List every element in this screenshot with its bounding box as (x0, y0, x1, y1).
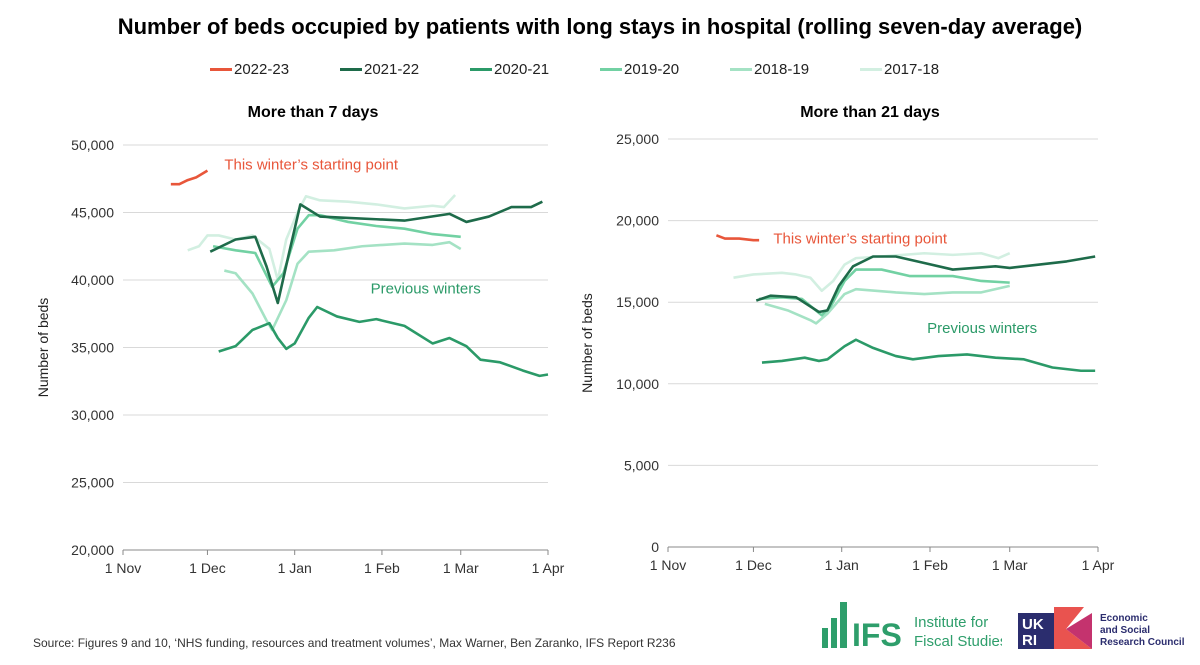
y-tick-label: 30,000 (71, 407, 114, 423)
x-tick-label: 1 Mar (443, 560, 479, 576)
series-line-2022-23 (170, 169, 209, 186)
legend-swatch (470, 68, 492, 71)
y-tick-label: 35,000 (71, 340, 114, 356)
svg-text:IFS: IFS (852, 617, 902, 650)
series-line-2018-19 (224, 240, 462, 332)
source-note: Source: Figures 9 and 10, ‘NHS funding, … (33, 636, 676, 650)
chart-title: Number of beds occupied by patients with… (117, 14, 1083, 39)
legend-label: 2018-19 (754, 61, 810, 78)
y-tick-label: 40,000 (71, 272, 114, 288)
subplot-title: More than 21 days (800, 104, 940, 121)
x-tick-label: 1 Nov (105, 560, 142, 576)
svg-text:UK: UK (1022, 616, 1044, 633)
series-line-2017-18 (733, 251, 1011, 293)
x-tick-label: 1 Jan (825, 557, 859, 573)
subplot-title: More than 7 days (248, 104, 379, 121)
legend-label: 2017-18 (884, 61, 940, 78)
svg-text:Institute for: Institute for (914, 614, 988, 631)
annotation: This winter’s starting point (773, 230, 948, 247)
legend-item: 2022-23 (210, 61, 340, 78)
y-tick-label: 10,000 (616, 376, 659, 392)
x-tick-label: 1 Feb (912, 557, 948, 573)
y-tick-label: 50,000 (71, 137, 114, 153)
legend-swatch (340, 68, 362, 71)
legend-item: 2017-18 (860, 61, 990, 78)
y-axis-label: Number of beds (579, 293, 595, 393)
svg-text:Fiscal Studies: Fiscal Studies (914, 633, 1002, 650)
x-tick-label: 1 Feb (364, 560, 400, 576)
svg-text:and Social: and Social (1100, 625, 1150, 636)
annotation: Previous winters (371, 281, 481, 298)
ifs-logo: IFS Institute for Fiscal Studies (822, 602, 1002, 650)
legend-label: 2019-20 (624, 61, 680, 78)
svg-text:Economic: Economic (1100, 613, 1148, 624)
y-tick-label: 20,000 (71, 542, 114, 558)
y-tick-label: 0 (651, 539, 659, 555)
esrc-logo: UK RI Economic and Social Research Counc… (1018, 607, 1185, 649)
series-line-2020-21 (761, 338, 1096, 373)
series-line-2020-21 (218, 305, 549, 378)
series-line-2018-19 (764, 284, 1011, 325)
x-tick-label: 1 Dec (735, 557, 772, 573)
legend-item: 2018-19 (730, 61, 860, 78)
svg-text:Research Council: Research Council (1100, 637, 1185, 648)
svg-text:RI: RI (1022, 632, 1037, 649)
annotation: This winter’s starting point (224, 156, 399, 173)
legend-item: 2019-20 (600, 61, 730, 78)
y-tick-label: 5,000 (624, 457, 659, 473)
series-line-2021-22 (755, 255, 1096, 314)
legend-swatch (860, 68, 882, 71)
legend-item: 2020-21 (470, 61, 600, 78)
x-tick-label: 1 Jan (278, 560, 312, 576)
series-line-2019-20 (212, 213, 461, 289)
legend: 2022-23 2021-22 2020-21 2019-20 2018-19 2017-… (210, 61, 990, 78)
y-tick-label: 15,000 (616, 294, 659, 310)
x-tick-label: 1 Mar (992, 557, 1028, 573)
legend-label: 2021-22 (364, 61, 420, 78)
legend-item: 2021-22 (340, 61, 470, 78)
y-axis-label: Number of beds (35, 298, 51, 398)
x-tick-label: 1 Apr (1082, 557, 1115, 573)
series-line-2021-22 (209, 200, 543, 305)
legend-label: 2020-21 (494, 61, 550, 78)
legend-label: 2022-23 (234, 61, 290, 78)
x-tick-label: 1 Apr (532, 560, 565, 576)
legend-swatch (210, 68, 232, 71)
annotation: Previous winters (927, 320, 1037, 337)
series-line-2017-18 (187, 194, 457, 282)
x-tick-label: 1 Dec (189, 560, 226, 576)
y-tick-label: 45,000 (71, 205, 114, 221)
legend-swatch (600, 68, 622, 71)
y-tick-label: 25,000 (616, 131, 659, 147)
legend-swatch (730, 68, 752, 71)
y-tick-label: 20,000 (616, 213, 659, 229)
y-tick-label: 25,000 (71, 475, 114, 491)
series-line-2022-23 (715, 234, 760, 242)
x-tick-label: 1 Nov (650, 557, 687, 573)
